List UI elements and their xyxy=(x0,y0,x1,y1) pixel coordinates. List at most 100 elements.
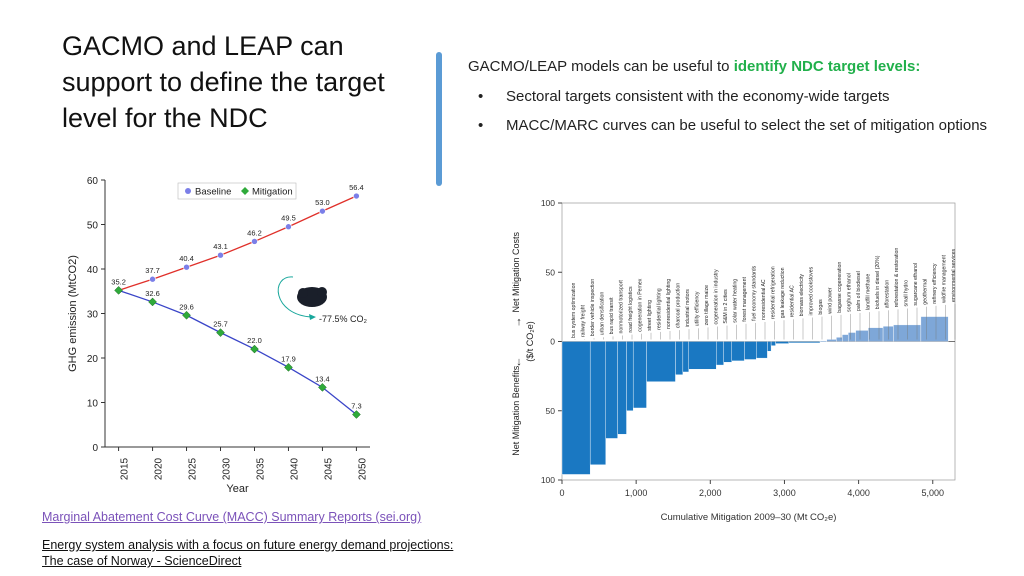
option-label: nonresidential lighting xyxy=(666,279,672,329)
option-label: S&M in 2 cities xyxy=(723,289,729,324)
y-tick-label: 50 xyxy=(87,221,99,232)
option-label: cogeneration in Pemex xyxy=(638,278,644,331)
mitigation-point xyxy=(284,362,293,372)
bullet-text: MACC/MARC curves can be useful to select… xyxy=(506,117,988,134)
y-tick-label: 0 xyxy=(550,337,555,347)
x-tick-label: 2040 xyxy=(289,457,300,480)
macc-bar xyxy=(646,341,676,382)
x-axis-title: Year xyxy=(226,483,249,495)
data-label: 22.0 xyxy=(247,336,262,345)
macc-bar xyxy=(723,341,733,363)
mitigation-point xyxy=(250,344,259,354)
y-tick-label: 20 xyxy=(87,354,99,365)
data-label: 29.6 xyxy=(179,302,194,311)
norway-energy-link[interactable]: Energy system analysis with a focus on f… xyxy=(42,537,453,569)
macc-bar xyxy=(682,341,689,373)
macc-bar xyxy=(855,330,869,342)
option-label: zero tillage maize xyxy=(704,285,710,325)
x-tick-label: 2020 xyxy=(154,457,165,480)
intro-text: GACMO/LEAP models can be useful to ident… xyxy=(468,58,920,75)
option-label: wind power xyxy=(828,287,834,314)
arrow-down-icon: ↓ xyxy=(516,356,522,368)
slide-title: GACMO and LEAP can support to define the… xyxy=(62,31,385,133)
x-tick-label: 2,000 xyxy=(699,488,722,498)
option-label: cogeneration in industry xyxy=(714,269,720,324)
macc-bar xyxy=(731,341,745,362)
bullet-item: • Sectoral targets consistent with the ec… xyxy=(478,86,1018,107)
data-label: 32.6 xyxy=(145,289,160,298)
macc-bar xyxy=(675,341,684,375)
baseline-point xyxy=(217,251,224,259)
norway-link-line1: Energy system analysis with a focus on f… xyxy=(42,538,454,552)
macc-bar xyxy=(882,326,894,342)
bullet-item: • MACC/MARC curves can be useful to selec… xyxy=(478,115,1018,136)
bullet-dot: • xyxy=(478,88,484,105)
data-label: 53.0 xyxy=(315,198,330,207)
macc-bar xyxy=(561,341,591,475)
x-tick-label: 2015 xyxy=(120,457,131,480)
option-label: forest management xyxy=(742,277,748,322)
x-tick-label: 1,000 xyxy=(625,488,648,498)
data-label: 37.7 xyxy=(145,266,160,275)
co2-cloud-puff xyxy=(298,288,308,298)
x-tick-label: 3,000 xyxy=(773,488,796,498)
chart-legend: Baseline Mitigation xyxy=(177,182,297,200)
macc-bar xyxy=(819,340,827,343)
option-label: improved cookstoves xyxy=(809,266,815,315)
y-axis-title: GHG emission (MtCO2) xyxy=(67,255,79,372)
data-label: 7.3 xyxy=(351,402,361,411)
macc-bar xyxy=(848,332,856,342)
macc-bar xyxy=(688,341,717,370)
y-tick-label: 0 xyxy=(92,443,98,454)
option-label: bus system optimization xyxy=(571,283,577,338)
option-label: nonmotorized transport xyxy=(619,280,625,334)
data-label: 43.1 xyxy=(213,242,228,251)
data-label: 25.7 xyxy=(213,320,228,329)
x-tick-label: 2025 xyxy=(188,457,199,480)
option-label: gas leakage reduction xyxy=(780,267,786,318)
macc-bar xyxy=(756,341,768,359)
macc-bar xyxy=(716,341,724,366)
macc-bar xyxy=(605,341,618,439)
x-tick-label: 2030 xyxy=(222,457,233,480)
option-label: urban densification xyxy=(600,292,606,336)
baseline-point xyxy=(285,223,292,231)
bullet-text: Sectoral targets consistent with the eco… xyxy=(506,88,890,105)
option-label: wildfire management xyxy=(942,254,948,302)
option-label: border vehicle inspection xyxy=(590,279,596,336)
y-tick-label: 50 xyxy=(546,267,556,277)
macc-bar xyxy=(836,337,843,342)
option-label: palm oil biodiesel xyxy=(856,271,862,311)
option-label: refinery efficiency xyxy=(932,263,938,304)
macc-bar xyxy=(767,341,772,352)
option-label: utility efficiency xyxy=(695,291,701,326)
macc-bar xyxy=(920,316,949,342)
legend-baseline-label: Baseline xyxy=(195,187,231,198)
x-tick-label: 0 xyxy=(559,488,564,498)
macc-bar xyxy=(788,341,821,344)
annotation-arrow-head xyxy=(309,314,316,320)
legend-baseline-marker xyxy=(185,188,191,194)
option-label: road freight logistics xyxy=(628,286,634,333)
option-label: afforestation xyxy=(885,280,891,309)
y-tick-label: 100 xyxy=(541,198,555,208)
option-label: street lighting xyxy=(647,300,653,331)
y-axis-title-costs: Net Mitigation Costs xyxy=(511,231,521,312)
x-tick-label: 2035 xyxy=(255,457,266,480)
option-label: sorghum ethanol xyxy=(847,273,853,312)
y-tick-label: 10 xyxy=(87,399,99,410)
option-label: solar water heating xyxy=(733,279,739,323)
mitigation-point xyxy=(352,410,361,419)
y-tick-label: 100 xyxy=(541,475,555,485)
option-label: biomass electricity xyxy=(799,274,805,317)
macc-report-link[interactable]: Marginal Abatement Cost Curve (MACC) Sum… xyxy=(42,510,422,524)
legend-mitigation-label: Mitigation xyxy=(252,187,293,198)
option-label: residential refrigeration xyxy=(771,266,777,319)
intro-plain: GACMO/LEAP models can be useful to xyxy=(468,58,734,75)
macc-bar xyxy=(893,324,922,342)
y-axis-unit: ($/t CO₂e) xyxy=(525,321,535,362)
option-label: charcoal production xyxy=(676,283,682,328)
x-tick-label: 2050 xyxy=(357,457,368,480)
mitigation-point xyxy=(114,286,123,295)
option-label: nonresidential AC xyxy=(761,279,767,320)
